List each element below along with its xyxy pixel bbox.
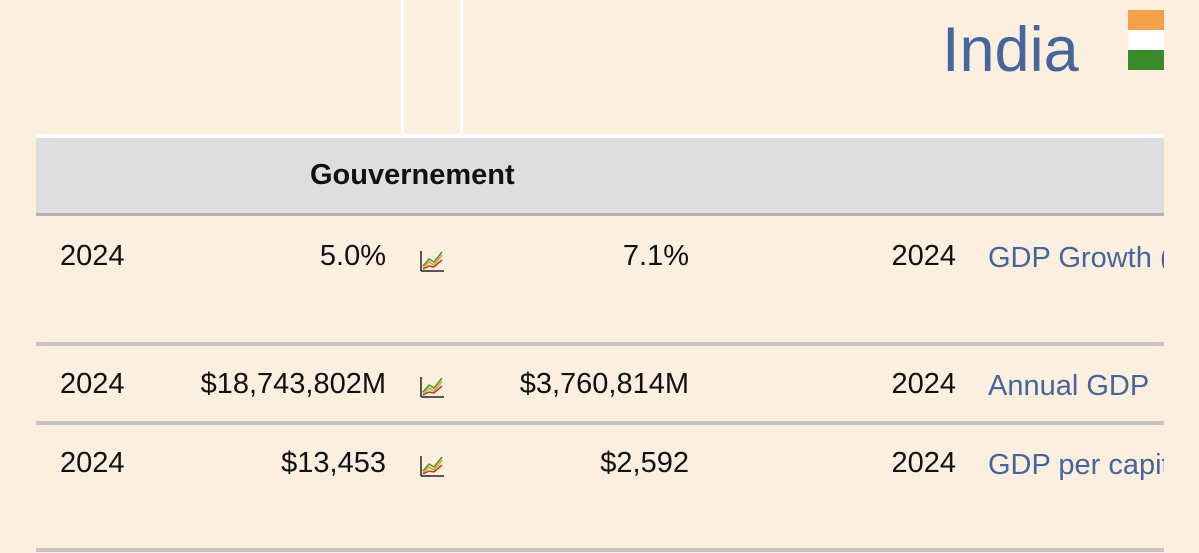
- row-separator: [36, 342, 1164, 346]
- row-separator: [36, 548, 1164, 552]
- year-left: 2024: [60, 368, 125, 400]
- value-right: 7.1%: [622, 240, 689, 272]
- india-flag-icon: [1128, 10, 1164, 70]
- value-left: 5.0%: [319, 240, 386, 272]
- section-header: Gouvernement: [36, 138, 1164, 216]
- section-title: Gouvernement: [310, 159, 515, 191]
- value-left: $18,743,802M: [200, 368, 386, 400]
- indicator-link[interactable]: GDP per capita [+]: [988, 443, 1164, 487]
- line-chart-icon[interactable]: [419, 453, 445, 477]
- line-chart-icon[interactable]: [419, 248, 445, 272]
- table-row: 2024 $13,453 $2,592 2024 GDP per capita …: [36, 425, 1164, 549]
- column-divider: [460, 0, 463, 134]
- table-top-border: [36, 134, 1164, 138]
- value-right: $3,760,814M: [519, 368, 689, 400]
- indicator-link-label[interactable]: GDP per capita [+]: [988, 449, 1164, 481]
- row-separator: [36, 421, 1164, 425]
- year-right: 2024: [891, 447, 956, 479]
- viewport-edge: [1164, 0, 1199, 553]
- table-row: 2024 $18,743,802M $3,760,814M 2024 Annua…: [36, 346, 1164, 422]
- indicator-link[interactable]: Annual GDP: [988, 364, 1164, 408]
- value-right: $2,592: [600, 447, 689, 479]
- year-right: 2024: [891, 240, 956, 272]
- year-left: 2024: [60, 240, 125, 272]
- year-right: 2024: [891, 368, 956, 400]
- column-divider: [401, 0, 404, 134]
- indicator-link-label[interactable]: GDP Growth (%) [+]: [988, 242, 1164, 274]
- country-title: India: [942, 15, 1079, 85]
- table-row: 2024 5.0% 7.1% 2024 GDP Growth (%) [+]: [36, 216, 1164, 343]
- indicator-link-label[interactable]: Annual GDP: [988, 370, 1150, 402]
- line-chart-icon[interactable]: [419, 374, 445, 398]
- indicator-link[interactable]: GDP Growth (%) [+]: [988, 236, 1164, 280]
- year-left: 2024: [60, 447, 125, 479]
- value-left: $13,453: [281, 447, 386, 479]
